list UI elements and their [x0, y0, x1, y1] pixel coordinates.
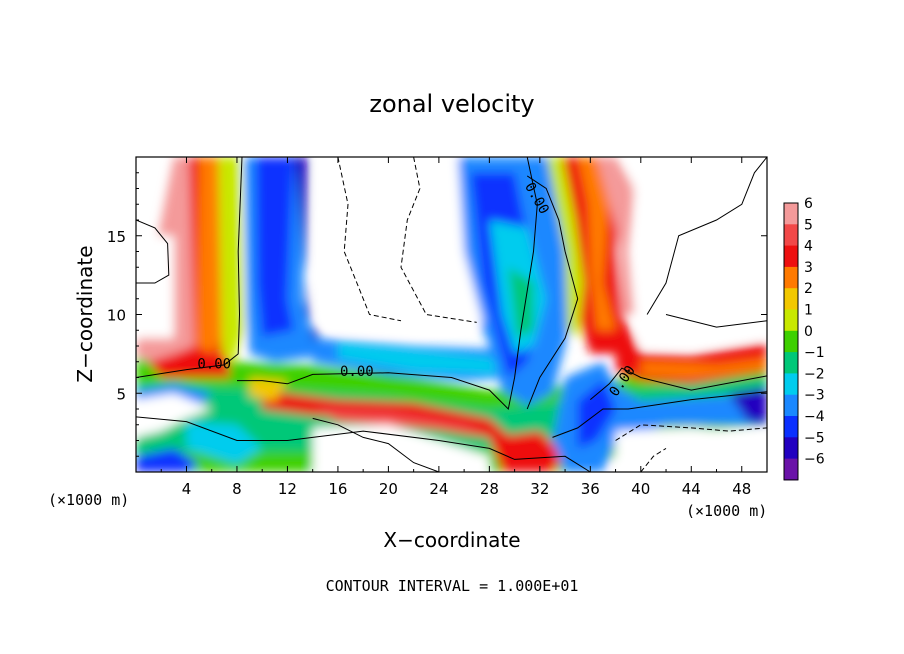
y-tick-label: 15 [107, 228, 126, 246]
colorbar-swatch [784, 266, 798, 289]
contour-line [136, 416, 591, 472]
x-unit-label-right: (×1000 m) [686, 502, 767, 520]
y-axis-label: Z−coordinate [73, 245, 97, 382]
colorbar-tick-label: −2 [804, 366, 825, 382]
velocity-region [312, 409, 490, 435]
contour-line [237, 157, 538, 411]
velocity-region [729, 386, 767, 425]
contour-line [337, 157, 402, 322]
contour-line [589, 367, 767, 400]
x-tick-label: 48 [732, 480, 751, 498]
contour-line [646, 157, 767, 315]
colorbar-swatch [784, 373, 798, 396]
y-tick-label: 10 [107, 307, 126, 325]
colorbar-tick-label: 4 [804, 239, 813, 255]
contour-interval-text: CONTOUR INTERVAL = 1.000E+01 [326, 577, 579, 595]
contour-line [615, 424, 767, 441]
colorbar-swatch [784, 330, 798, 353]
velocity-region [625, 157, 767, 346]
colorbar-tick-label: 0 [804, 324, 813, 340]
velocity-region [293, 157, 326, 346]
contour-line [552, 391, 767, 438]
x-tick-label: 40 [631, 480, 650, 498]
colorbar-frame [783, 202, 799, 481]
colorbar-tick-label: 5 [804, 217, 813, 233]
chart-title: zonal velocity [369, 90, 534, 118]
colorbar-tick-label: −1 [804, 345, 825, 361]
contour-line [136, 219, 170, 284]
contour-line [526, 175, 579, 410]
velocity-region [255, 157, 294, 337]
x-tick-label: 32 [530, 480, 549, 498]
colorbar-swatch [784, 203, 798, 225]
x-unit-label-left: (×1000 m) [48, 491, 129, 509]
contour-label: 0.00 [197, 356, 231, 372]
x-tick-label: 44 [682, 480, 701, 498]
contour-line [136, 157, 243, 378]
x-tick-label: 12 [278, 480, 297, 498]
colorbar: 6 5 4 3 2 1 0 −1 −2 −3 −4 −5 −6 [783, 196, 825, 481]
velocity-region [577, 380, 616, 449]
contour-line [312, 417, 440, 472]
colorbar-swatch [784, 437, 798, 460]
contour-line [400, 157, 477, 323]
x-tick-label: 4 [182, 480, 192, 498]
velocity-region [508, 267, 534, 339]
colorbar-tick-label: 3 [804, 260, 813, 276]
colorbar-swatch [784, 394, 798, 417]
velocity-region [577, 157, 616, 331]
x-tick-label: 8 [232, 480, 242, 498]
colorbar-swatch [784, 416, 798, 438]
x-tick-label: 28 [480, 480, 499, 498]
colorbar-swatch [784, 458, 798, 481]
velocity-region [218, 157, 244, 362]
colorbar-swatch [784, 288, 798, 310]
velocity-region [319, 157, 484, 331]
x-axis-label: X−coordinate [383, 528, 520, 552]
x-tick-label: 24 [429, 480, 448, 498]
velocity-region [547, 157, 584, 339]
velocity-region [489, 431, 566, 472]
velocity-region [249, 377, 288, 402]
colorbar-tick-label: 1 [804, 303, 813, 319]
colorbar-tick-label: −6 [804, 452, 825, 468]
colorbar-tick-label: 6 [804, 196, 813, 212]
colorbar-swatch [784, 309, 798, 332]
velocity-region [136, 235, 174, 339]
colorbar-swatch [784, 245, 798, 268]
colorbar-tick-label: −4 [804, 409, 825, 425]
y-tick-label: 5 [116, 385, 126, 403]
colorbar-tick-label: 2 [804, 281, 813, 297]
contour-label: 0.00 [340, 364, 374, 380]
velocity-region [337, 342, 502, 375]
x-tick-label: 36 [581, 480, 600, 498]
x-tick-label: 16 [328, 480, 347, 498]
contour-line [665, 314, 767, 328]
velocity-region [596, 157, 635, 315]
contour-line [640, 447, 667, 472]
colorbar-swatch [784, 224, 798, 247]
colorbar-tick-label: −3 [804, 388, 825, 404]
velocity-region [136, 393, 212, 438]
x-tick-label: 20 [379, 480, 398, 498]
colorbar-tick-label: −5 [804, 430, 825, 446]
velocity-region [640, 358, 767, 378]
plot-area [136, 157, 767, 472]
velocity-region [615, 427, 767, 472]
velocity-region [312, 424, 490, 472]
velocity-region [136, 448, 200, 472]
colorbar-swatch [784, 352, 798, 374]
velocity-region [186, 421, 263, 465]
